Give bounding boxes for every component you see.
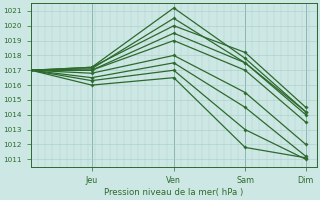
- X-axis label: Pression niveau de la mer( hPa ): Pression niveau de la mer( hPa ): [104, 188, 244, 197]
